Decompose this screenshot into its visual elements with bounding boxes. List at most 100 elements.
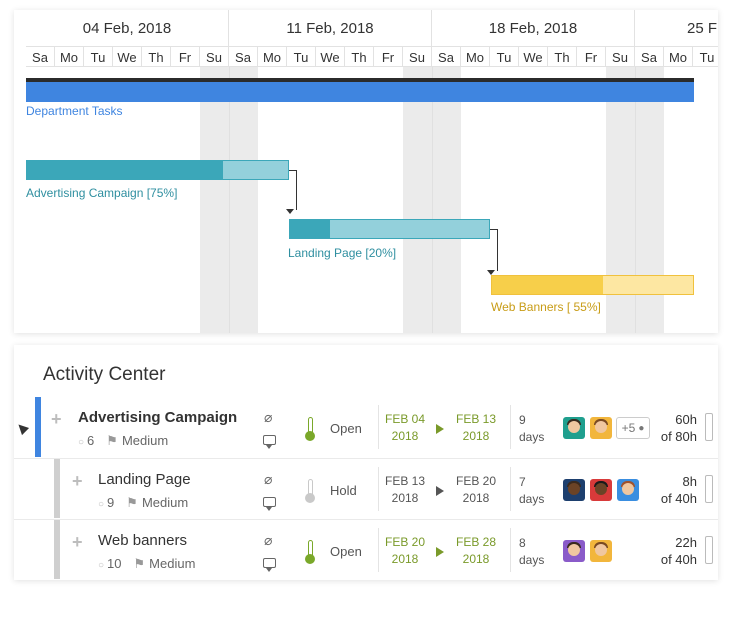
day-label: Mo xyxy=(55,47,84,67)
hours-total: of 80h xyxy=(660,429,697,444)
subtask-count: 6 xyxy=(87,433,95,448)
gantt-chart: 04 Feb, 2018 11 Feb, 2018 18 Feb, 2018 2… xyxy=(14,10,718,333)
count-icon: ○ xyxy=(98,499,105,510)
web-banners-label: Web Banners [ 55%] xyxy=(491,300,601,314)
day-label: Th xyxy=(548,47,577,67)
day-label: Mo xyxy=(461,47,490,67)
hours-logged: 60h of 80h xyxy=(647,411,697,445)
hours-value: 22h xyxy=(675,535,697,550)
hours-total: of 40h xyxy=(660,491,697,506)
task-meta: ○ 9 ⚑ Medium xyxy=(98,495,188,511)
department-summary-line xyxy=(26,78,694,82)
priority: Medium xyxy=(149,556,196,571)
subtask-count: 9 xyxy=(107,495,115,510)
thermometer-icon xyxy=(305,540,315,564)
start-year: 2018 xyxy=(391,429,419,443)
row-accent-bar xyxy=(54,459,60,518)
web-banners-bar[interactable] xyxy=(491,275,694,295)
duration-number: 9 xyxy=(519,413,526,427)
day-label: Fr xyxy=(577,47,606,67)
dependency-arrow xyxy=(487,270,495,275)
attachment-icon[interactable]: ⌀ xyxy=(264,409,273,425)
hours-value: 60h xyxy=(675,412,697,427)
attachment-icon[interactable]: ⌀ xyxy=(264,471,273,487)
avatar[interactable] xyxy=(590,479,612,501)
day-label: Fr xyxy=(171,47,200,67)
day-label: Su xyxy=(606,47,635,67)
status-label[interactable]: Open xyxy=(330,421,362,436)
start-date: FEB 04 2018 xyxy=(382,411,428,445)
hours-logged: 22h of 40h xyxy=(647,534,697,568)
week-divider xyxy=(432,67,433,333)
end-date: FEB 28 2018 xyxy=(453,534,499,568)
day-label: Su xyxy=(403,47,432,67)
comment-icon[interactable] xyxy=(263,435,276,449)
duration: 7 days xyxy=(519,474,544,508)
start-date: FEB 20 2018 xyxy=(382,534,428,568)
status-label[interactable]: Open xyxy=(330,544,362,559)
duration: 8 days xyxy=(519,535,544,569)
attachment-icon[interactable]: ⌀ xyxy=(264,532,273,548)
more-count: +5 xyxy=(621,421,636,435)
advertising-campaign-label: Advertising Campaign [75%] xyxy=(26,186,178,200)
week-header: 04 Feb, 2018 11 Feb, 2018 18 Feb, 2018 2… xyxy=(26,10,718,46)
avatar[interactable] xyxy=(590,417,612,439)
activity-center-title: Activity Center xyxy=(43,364,166,385)
status-label[interactable]: Hold xyxy=(330,483,357,498)
day-label: Tu xyxy=(287,47,316,67)
task-name[interactable]: Web banners xyxy=(98,532,187,549)
comment-icon[interactable] xyxy=(263,497,276,511)
day-label: Sa xyxy=(229,47,258,67)
day-label: Th xyxy=(345,47,374,67)
activity-row[interactable]: + Advertising Campaign ○ 6 ⚑ Medium ⌀ Open … xyxy=(14,397,718,457)
start-month: FEB 20 xyxy=(384,535,426,549)
avatar[interactable] xyxy=(590,540,612,562)
divider xyxy=(510,528,511,572)
hours-progress-bar xyxy=(705,475,713,503)
day-label: We xyxy=(316,47,345,67)
start-year: 2018 xyxy=(391,552,419,566)
comment-icon[interactable] xyxy=(263,558,276,572)
collapse-toggle-icon[interactable] xyxy=(14,420,30,436)
dependency-arrow xyxy=(286,209,294,214)
duration-unit: days xyxy=(519,553,545,567)
department-task-label: Department Tasks xyxy=(26,104,123,118)
advertising-campaign-bar[interactable] xyxy=(26,160,289,180)
start-date: FEB 13 2018 xyxy=(382,473,428,507)
day-label: Su xyxy=(200,47,229,67)
dependency-link xyxy=(289,170,297,210)
play-icon xyxy=(436,486,444,496)
end-date: FEB 13 2018 xyxy=(453,411,499,445)
landing-page-label: Landing Page [20%] xyxy=(288,246,397,260)
day-label: Tu xyxy=(693,47,718,67)
day-label: Fr xyxy=(374,47,403,67)
divider xyxy=(378,528,379,572)
activity-row[interactable]: + Landing Page ○ 9 ⚑ Medium ⌀ Hold FEB 13 20… xyxy=(14,458,718,518)
end-month: FEB 20 xyxy=(455,474,497,488)
avatar[interactable] xyxy=(563,540,585,562)
add-subtask-icon[interactable]: + xyxy=(72,532,83,552)
duration-unit: days xyxy=(519,430,545,444)
priority: Medium xyxy=(141,495,189,510)
more-assignees-button[interactable]: +5 ● xyxy=(616,417,650,439)
divider xyxy=(378,467,379,511)
activity-row[interactable]: + Web banners ○ 10 ⚑ Medium ⌀ Open FEB 20 20… xyxy=(14,519,718,579)
avatar[interactable] xyxy=(563,479,585,501)
task-name[interactable]: Landing Page xyxy=(98,471,191,488)
week-divider xyxy=(229,67,230,333)
hours-progress-bar xyxy=(705,413,713,441)
landing-page-bar[interactable] xyxy=(289,219,490,239)
count-icon: ○ xyxy=(98,560,105,571)
flag-icon: ⚑ xyxy=(126,495,138,510)
divider xyxy=(510,467,511,511)
add-subtask-icon[interactable]: + xyxy=(72,471,83,491)
avatar[interactable] xyxy=(563,417,585,439)
department-task-bar[interactable] xyxy=(26,82,694,102)
avatar[interactable] xyxy=(617,479,639,501)
task-name[interactable]: Advertising Campaign xyxy=(78,409,238,426)
activity-center-panel: Activity Center + Advertising Campaign ○… xyxy=(14,345,718,580)
dependency-link xyxy=(490,229,498,271)
start-month: FEB 04 xyxy=(384,412,426,426)
add-subtask-icon[interactable]: + xyxy=(51,409,62,429)
end-date: FEB 20 2018 xyxy=(453,473,499,507)
